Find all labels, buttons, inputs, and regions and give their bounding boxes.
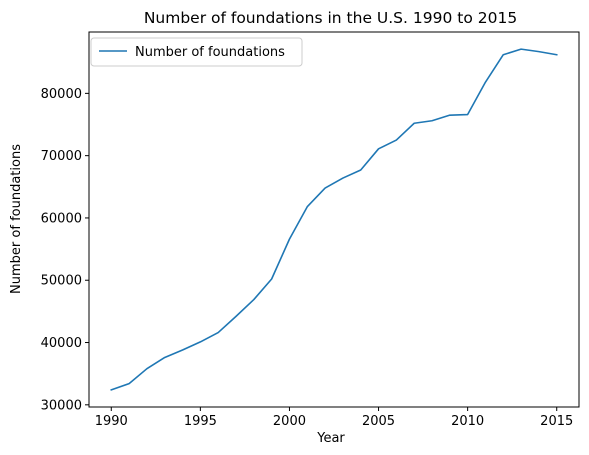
y-tick-label-40000: 40000 [41, 336, 82, 351]
x-tick-label-2000: 2000 [273, 414, 306, 429]
series-layer [110, 48, 558, 391]
plot-frame [88, 31, 580, 408]
legend-label-number-of-foundations: Number of foundations [135, 45, 285, 60]
x-tick-label-1995: 1995 [184, 414, 217, 429]
chart-title: Number of foundations in the U.S. 1990 t… [144, 9, 517, 27]
legend-box [90, 37, 303, 67]
y-tick-label-80000: 80000 [41, 87, 82, 102]
y-tick-label-30000: 30000 [41, 398, 82, 413]
x-tick-label-2010: 2010 [451, 414, 484, 429]
series-line-0 [110, 48, 558, 391]
x-axis-label: Year [316, 431, 345, 446]
x-axis: 1990 1995 2000 2005 2010 2015 [95, 407, 573, 429]
y-axis: 30000 40000 50000 60000 70000 80000 [41, 87, 89, 413]
y-tick-label-70000: 70000 [41, 149, 82, 164]
y-tick-label-50000: 50000 [41, 274, 82, 289]
x-tick-label-2005: 2005 [362, 414, 395, 429]
x-tick-label-2015: 2015 [540, 414, 573, 429]
x-tick-label-1990: 1990 [95, 414, 128, 429]
y-tick-label-60000: 60000 [41, 211, 82, 226]
legend: Number of foundations [90, 37, 303, 67]
y-axis-label: Number of foundations [9, 144, 24, 294]
